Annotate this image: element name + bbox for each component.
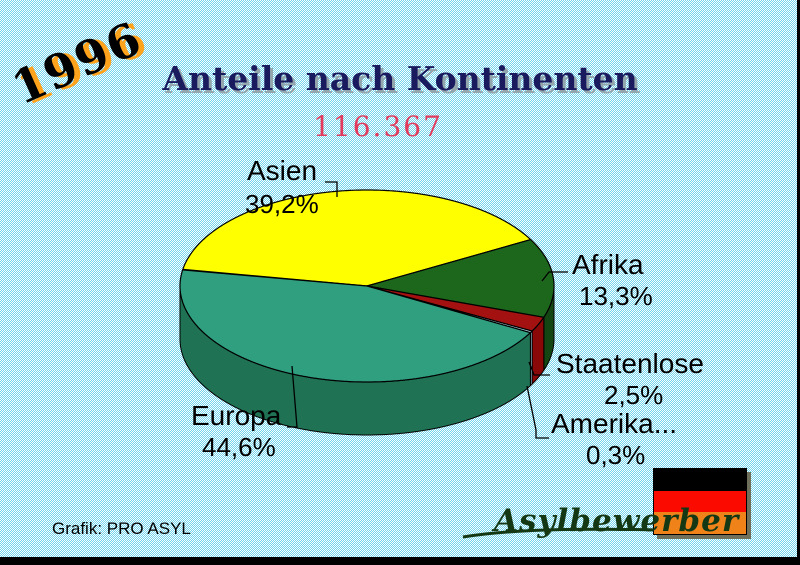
slice-pct-afrika: 13,3% xyxy=(579,281,653,311)
flag-stripe-black xyxy=(654,469,746,491)
slide-border-bottom xyxy=(0,557,800,565)
german-flag-image xyxy=(653,468,747,535)
leader-line-asien xyxy=(325,181,338,197)
slide-border-right xyxy=(797,0,800,565)
slide-title: Anteile nach Kontinenten xyxy=(162,59,638,98)
slice-pct-europa: 44,6% xyxy=(202,432,276,462)
leader-line-staatenlose xyxy=(528,361,550,376)
leader-line-europa xyxy=(287,365,298,428)
slice-label-europa: Europa xyxy=(191,400,282,431)
slice-label-asien: Asien xyxy=(247,155,318,186)
credit-text: Grafik: PRO ASYL xyxy=(52,519,191,538)
slice-label-afrika: Afrika xyxy=(572,249,644,280)
flag-stripe-gold xyxy=(654,512,746,535)
brand-text: Asylbewerber xyxy=(494,503,740,539)
pie-slice-europa xyxy=(179,269,531,383)
pie-slice-afrika xyxy=(366,239,555,318)
flag-stripe-red xyxy=(654,490,746,513)
slice-pct-staatenlose: 2,5% xyxy=(604,380,664,410)
slice-label-amerika: Amerika... xyxy=(551,408,678,439)
leader-line-amerika xyxy=(526,385,549,439)
leader-line-afrika xyxy=(541,271,568,282)
pie-slice-staatenlose xyxy=(366,285,545,332)
slice-label-staatenlose: Staatenlose xyxy=(556,348,704,379)
slice-pct-asien: 39,2% xyxy=(245,189,319,219)
slice-pct-amerika: 0,3% xyxy=(586,440,646,470)
total-count: 116.367 xyxy=(313,110,443,143)
